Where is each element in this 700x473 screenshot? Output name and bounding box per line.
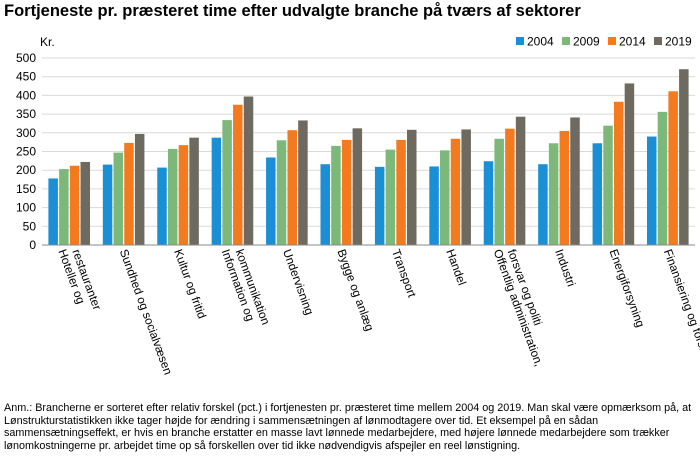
bar-2014	[233, 104, 243, 245]
bar-2019	[189, 137, 199, 245]
bar-2004	[429, 166, 439, 245]
bar-2014	[396, 139, 406, 245]
bar-2004	[320, 164, 330, 245]
bar-2014	[505, 128, 515, 245]
chart-title: Fortjeneste pr. præsteret time efter udv…	[4, 2, 581, 20]
bar-2009	[167, 148, 178, 245]
gridlines	[42, 57, 695, 227]
bar-2014	[178, 145, 189, 245]
y-tick-label: 100	[16, 201, 36, 215]
bar-2014	[69, 165, 80, 245]
bar-chart: 0 50 100 150 200 250 300 350 400 450 500 Hoteller …	[16, 35, 700, 377]
legend: 2004 2009 2014 2019	[516, 35, 692, 49]
legend-label: 2019	[665, 35, 692, 49]
y-axis-ticks: 0 50 100 150 200 250 300 350 400 450 500	[16, 51, 36, 252]
y-tick-label: 300	[16, 126, 36, 140]
x-category-label: Finansiering og forsikring	[661, 247, 700, 376]
bar-2009	[59, 169, 69, 245]
footnote: Anm.: Brancherne er sorteret efter relat…	[4, 402, 692, 452]
legend-swatch-2019	[654, 37, 662, 45]
bar-2004	[211, 137, 222, 245]
bar-2004	[592, 143, 603, 245]
bar-2019	[243, 96, 254, 245]
bar-2004	[266, 157, 276, 245]
bar-2014	[287, 130, 297, 245]
x-category-label: Handel	[443, 247, 469, 287]
y-tick-label: 350	[16, 107, 36, 121]
y-tick-label: 500	[16, 51, 36, 65]
y-tick-label: 200	[16, 163, 36, 177]
y-tick-label: 450	[16, 70, 36, 84]
bar-2009	[548, 143, 559, 245]
bar-2019	[298, 120, 308, 245]
bar-2014	[450, 138, 461, 245]
bar-2019	[624, 83, 635, 245]
bar-2014	[341, 139, 352, 245]
bars	[48, 69, 689, 246]
bar-2004	[538, 164, 548, 245]
bar-2009	[276, 140, 287, 245]
bar-2004	[102, 164, 113, 245]
x-category-label: Energiforsyning	[607, 247, 648, 329]
y-tick-label: 250	[16, 145, 36, 159]
legend-label: 2014	[619, 35, 646, 49]
bar-2014	[124, 142, 134, 245]
bar-2019	[461, 129, 471, 245]
bar-2009	[222, 120, 232, 245]
bar-2019	[515, 116, 526, 245]
bar-2014	[668, 91, 678, 245]
bar-2019	[570, 117, 580, 245]
y-tick-label: 0	[29, 238, 36, 252]
bar-2009	[657, 111, 668, 245]
legend-swatch-2014	[608, 37, 616, 45]
bar-2019	[134, 133, 145, 245]
y-tick-label: 150	[16, 182, 36, 196]
bar-2019	[352, 128, 363, 245]
bar-2004	[48, 178, 58, 245]
legend-swatch-2004	[516, 37, 524, 45]
x-category-label: Undervisning	[280, 247, 317, 316]
legend-label: 2004	[527, 35, 554, 49]
x-category-label: Bygge og anlæg	[334, 247, 377, 333]
bar-2014	[613, 101, 624, 246]
bar-2019	[679, 69, 689, 245]
bar-2004	[157, 167, 167, 245]
bar-2009	[440, 150, 450, 245]
bar-2009	[385, 149, 396, 245]
x-category-label: Sundhed og socialvæsen	[117, 247, 175, 376]
bar-2019	[407, 129, 417, 245]
bar-2009	[113, 152, 124, 245]
bar-2004	[374, 166, 385, 245]
bar-2014	[559, 130, 570, 245]
y-tick-label: 400	[16, 88, 36, 102]
bar-2004	[483, 161, 494, 245]
bar-2019	[80, 161, 91, 245]
bar-2009	[331, 145, 341, 245]
x-category-label: Industri	[552, 247, 578, 288]
legend-label: 2009	[573, 35, 600, 49]
x-category-label: Kultur og fritid	[171, 247, 209, 320]
bar-2009	[603, 125, 613, 245]
y-axis-label: Kr.	[40, 35, 55, 49]
bar-2009	[494, 138, 504, 245]
legend-swatch-2009	[562, 37, 570, 45]
bar-2004	[646, 136, 657, 245]
x-category-label: Transport	[389, 247, 420, 299]
y-tick-label: 50	[23, 219, 37, 233]
